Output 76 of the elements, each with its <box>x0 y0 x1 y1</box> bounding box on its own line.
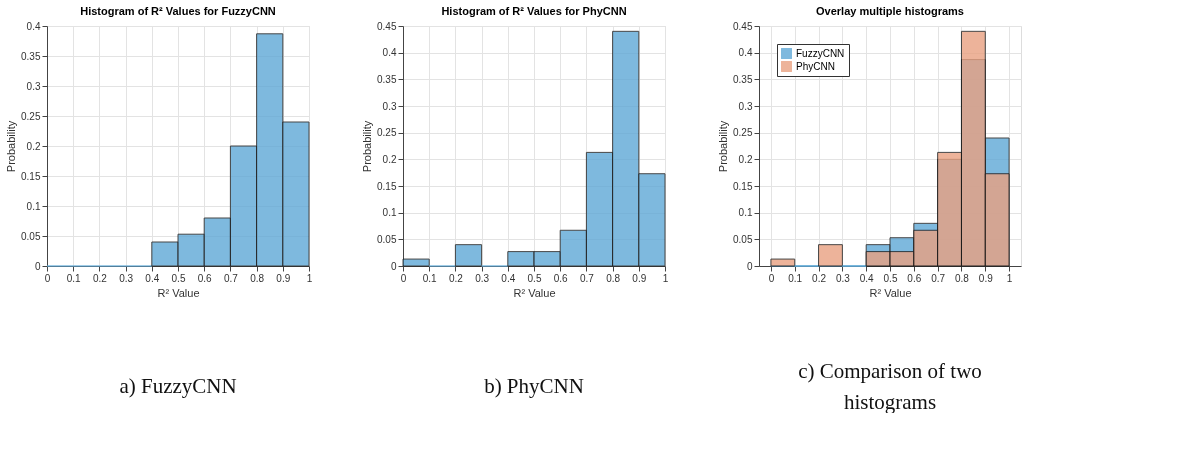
x-tick-label: 0.8 <box>606 272 621 284</box>
y-tick-label: 0.1 <box>382 207 397 219</box>
y-tick-label: 0.25 <box>733 127 753 139</box>
y-tick-label: 0.2 <box>26 140 41 152</box>
x-tick-label: 0.7 <box>931 272 946 284</box>
x-tick-label: 0 <box>400 272 407 284</box>
x-tick-label: 0.4 <box>145 272 160 284</box>
x-tick-label: 0.9 <box>276 272 291 284</box>
y-tick-label: 0.45 <box>377 20 397 32</box>
x-tick-label: 0.1 <box>788 272 803 284</box>
x-tick-label: 0.6 <box>907 272 922 284</box>
x-tick-label: 0.2 <box>812 272 827 284</box>
x-tick-label: 0.7 <box>223 272 239 284</box>
x-tick-label: 0.8 <box>250 272 265 284</box>
y-tick-label: 0.45 <box>733 20 753 32</box>
x-tick-label: 0.5 <box>171 272 186 284</box>
y-tick-label: 0.2 <box>382 153 397 165</box>
y-tick-label: 0.05 <box>733 233 753 245</box>
y-tick-label: 0.2 <box>738 153 753 165</box>
x-tick-label: 1 <box>1006 272 1013 284</box>
y-tick-label: 0.1 <box>26 200 41 212</box>
legend-label: PhyCNN <box>796 60 835 72</box>
x-tick-label: 0.6 <box>553 272 569 284</box>
x-tick-label: 0.9 <box>978 272 994 284</box>
y-axis-title: Probability <box>361 120 374 173</box>
x-axis-title: R² Value <box>157 286 200 299</box>
y-tick-label: 0.3 <box>382 100 397 112</box>
y-tick-label: 0.1 <box>738 207 753 219</box>
x-tick-label: 0.8 <box>955 272 970 284</box>
text: c) Comparison of two histograms <box>798 358 982 414</box>
y-tick-label: 0.3 <box>738 100 753 112</box>
y-tick-label: 0.25 <box>21 110 41 122</box>
x-tick-label: 1 <box>662 272 669 284</box>
y-axis-title: Probability <box>717 120 730 173</box>
x-tick-label: 0.7 <box>579 272 595 284</box>
x-tick-label: 1 <box>306 272 313 284</box>
x-tick-label: 0 <box>768 272 775 284</box>
x-tick-label: 0.6 <box>197 272 213 284</box>
x-tick-label: 0.3 <box>119 272 134 284</box>
x-axis-title: R² Value <box>869 286 912 299</box>
x-tick-label: 0.2 <box>92 272 108 284</box>
y-axis-title: Probability <box>5 120 18 173</box>
x-tick-label: 0 <box>44 272 51 284</box>
x-tick-label: 0.4 <box>501 272 516 284</box>
legend-label: FuzzyCNN <box>796 47 845 59</box>
chart-title: Histogram of R² Values for PhyCNN <box>441 5 627 17</box>
y-tick-label: 0.15 <box>21 170 41 182</box>
x-tick-label: 0.4 <box>859 272 875 284</box>
y-tick-label: 0.4 <box>26 20 41 32</box>
x-tick-label: 0.2 <box>448 272 464 284</box>
x-tick-label: 0.5 <box>527 272 542 284</box>
y-tick-label: 0.15 <box>377 180 397 192</box>
y-tick-label: 0.15 <box>733 180 753 192</box>
y-tick-label: 0.25 <box>377 127 397 139</box>
y-tick-label: 0 <box>34 260 41 272</box>
x-tick-label: 0.5 <box>883 272 898 284</box>
y-tick-label: 0.4 <box>738 47 753 59</box>
x-tick-label: 0.9 <box>632 272 647 284</box>
text: a) FuzzyCNN <box>119 374 237 398</box>
text: b) PhyCNN <box>484 374 584 398</box>
chart-title: Overlay multiple histograms <box>816 5 964 17</box>
y-tick-label: 0.35 <box>21 50 41 62</box>
y-tick-label: 0.3 <box>26 80 41 92</box>
x-tick-label: 0.1 <box>66 272 82 284</box>
chart-title: Histogram of R² Values for FuzzyCNN <box>80 5 276 17</box>
x-axis-title: R² Value <box>513 286 556 299</box>
x-tick-label: 0.3 <box>475 272 490 284</box>
y-tick-label: 0 <box>390 260 397 272</box>
y-tick-label: 0.05 <box>377 233 397 245</box>
y-tick-label: 0 <box>746 260 753 272</box>
y-tick-label: 0.35 <box>377 73 397 85</box>
x-tick-label: 0.1 <box>422 272 438 284</box>
y-tick-label: 0.4 <box>382 47 397 59</box>
y-tick-label: 0.35 <box>733 73 753 85</box>
x-tick-label: 0.3 <box>835 272 851 284</box>
y-tick-label: 0.05 <box>21 230 41 242</box>
